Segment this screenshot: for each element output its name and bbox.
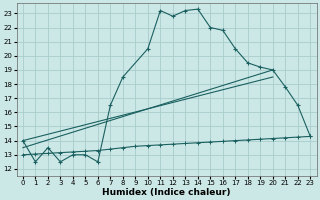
X-axis label: Humidex (Indice chaleur): Humidex (Indice chaleur) [102, 188, 231, 197]
